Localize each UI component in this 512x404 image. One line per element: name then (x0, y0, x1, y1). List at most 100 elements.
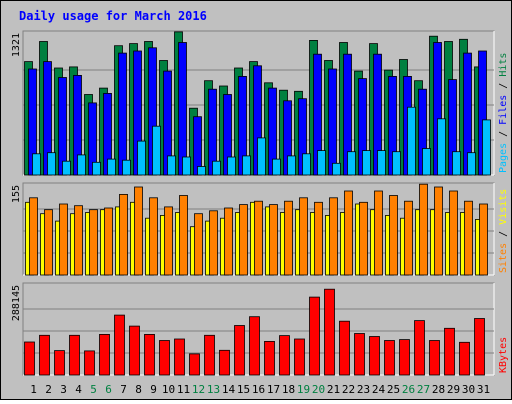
day-axis: 1 2 3 4 5 6 7 8 9 10 11 12 13 14 15 16 17 18 19 20 21 22 23 24 2… (30, 383, 490, 396)
kbytes-bar-25 (384, 340, 395, 376)
pages-bar-14 (227, 156, 236, 176)
day-label-31: 31 (477, 383, 490, 396)
pages-bar-13 (212, 160, 221, 176)
legend-part: Sites (498, 243, 509, 273)
sites-bar-4 (74, 205, 83, 276)
sites-bar-31 (479, 203, 488, 276)
sites-bar-26 (404, 200, 413, 276)
chart-title: Daily usage for March 2016 (19, 9, 207, 23)
kbytes-bar-23 (354, 333, 365, 376)
pages-bar-26 (407, 106, 416, 176)
sites-bar-5 (89, 209, 98, 276)
day-label-30: 30 (462, 383, 475, 396)
kbytes-bar-29 (444, 327, 455, 376)
day-label-11: 11 (177, 383, 190, 396)
kbytes-bar-4 (69, 334, 80, 376)
pages-bar-16 (257, 137, 266, 176)
day-label-28: 28 (432, 383, 445, 396)
sites-bar-19 (299, 197, 308, 276)
pages-bar-2 (47, 152, 56, 176)
pages-bar-29 (452, 151, 461, 176)
pages-bar-6 (107, 158, 116, 176)
pages-bar-9 (152, 125, 161, 176)
kbytes-bar-28 (429, 340, 440, 376)
sites-bar-20 (314, 201, 323, 276)
pages-bar-27 (422, 148, 431, 176)
pages-bar-28 (437, 118, 446, 176)
bottom-panel: 288145 KBytes (11, 282, 509, 376)
kbytes-bar-6 (99, 333, 110, 376)
kbytes-bar-30 (459, 341, 470, 376)
pages-bar-22 (347, 151, 356, 176)
sites-bar-21 (329, 197, 338, 276)
pages-bar-3 (62, 160, 71, 176)
bottom-y-max-label: 288145 (11, 285, 22, 321)
middle-panel: 155 Sites / Visits (11, 182, 509, 276)
pages-bar-19 (302, 153, 311, 176)
day-label-25: 25 (387, 383, 400, 396)
day-label-23: 23 (357, 383, 370, 396)
pages-bar-20 (317, 150, 326, 176)
middle-y-max-label: 155 (11, 185, 22, 203)
sites-bar-29 (449, 190, 458, 276)
sites-bar-9 (149, 197, 158, 276)
pages-bar-31 (482, 119, 491, 176)
top-panel: 1321 Pages / Files / Hits (11, 30, 509, 176)
day-label-13: 13 (207, 383, 220, 396)
kbytes-bar-8 (129, 325, 140, 376)
kbytes-bar-24 (369, 336, 380, 376)
kbytes-bar-27 (414, 320, 425, 376)
sites-bar-10 (164, 206, 173, 276)
pages-bar-4 (77, 154, 86, 176)
kbytes-bar-15 (234, 325, 245, 376)
sites-bar-7 (119, 193, 128, 276)
kbytes-bar-5 (84, 350, 95, 376)
legend-part: / (498, 125, 509, 143)
legend-part: Files (498, 95, 509, 125)
pages-bar-30 (467, 152, 476, 176)
sites-bar-23 (359, 201, 368, 276)
sites-bar-27 (419, 183, 428, 276)
pages-bar-15 (242, 155, 251, 176)
pages-bar-23 (362, 150, 371, 176)
sites-bar-22 (344, 190, 353, 276)
sites-bar-16 (254, 200, 263, 276)
day-label-9: 9 (150, 383, 157, 396)
sites-bar-13 (209, 210, 218, 276)
day-label-8: 8 (135, 383, 142, 396)
kbytes-bar-21 (324, 288, 335, 376)
legend-part: Pages (498, 143, 509, 173)
day-label-14: 14 (222, 383, 236, 396)
kbytes-bar-3 (54, 350, 65, 376)
legend-part: / (498, 225, 509, 243)
day-label-27: 27 (417, 383, 430, 396)
day-label-29: 29 (447, 383, 460, 396)
files-bar-3 (58, 77, 67, 176)
day-label-21: 21 (327, 383, 340, 396)
day-label-26: 26 (402, 383, 415, 396)
sites-bar-18 (284, 200, 293, 276)
legend-part: Hits (498, 53, 509, 77)
day-label-7: 7 (120, 383, 127, 396)
day-label-4: 4 (75, 383, 82, 396)
sites-bar-3 (59, 203, 68, 276)
day-label-17: 17 (267, 383, 280, 396)
sites-bar-30 (464, 200, 473, 276)
pages-bar-12 (197, 166, 206, 176)
pages-bar-24 (377, 150, 386, 176)
pages-bar-5 (92, 161, 101, 176)
kbytes-bar-19 (294, 338, 305, 376)
day-label-19: 19 (297, 383, 310, 396)
day-label-24: 24 (372, 383, 386, 396)
kbytes-bar-20 (309, 296, 320, 376)
pages-bar-25 (392, 151, 401, 176)
pages-bar-10 (167, 155, 176, 176)
day-label-18: 18 (282, 383, 295, 396)
top-legend-label: Pages / Files / Hits (498, 53, 509, 173)
day-label-2: 2 (45, 383, 52, 396)
pages-bar-1 (32, 153, 41, 176)
sites-bar-2 (44, 209, 53, 276)
kbytes-bar-16 (249, 316, 260, 376)
files-bar-7 (118, 52, 127, 176)
